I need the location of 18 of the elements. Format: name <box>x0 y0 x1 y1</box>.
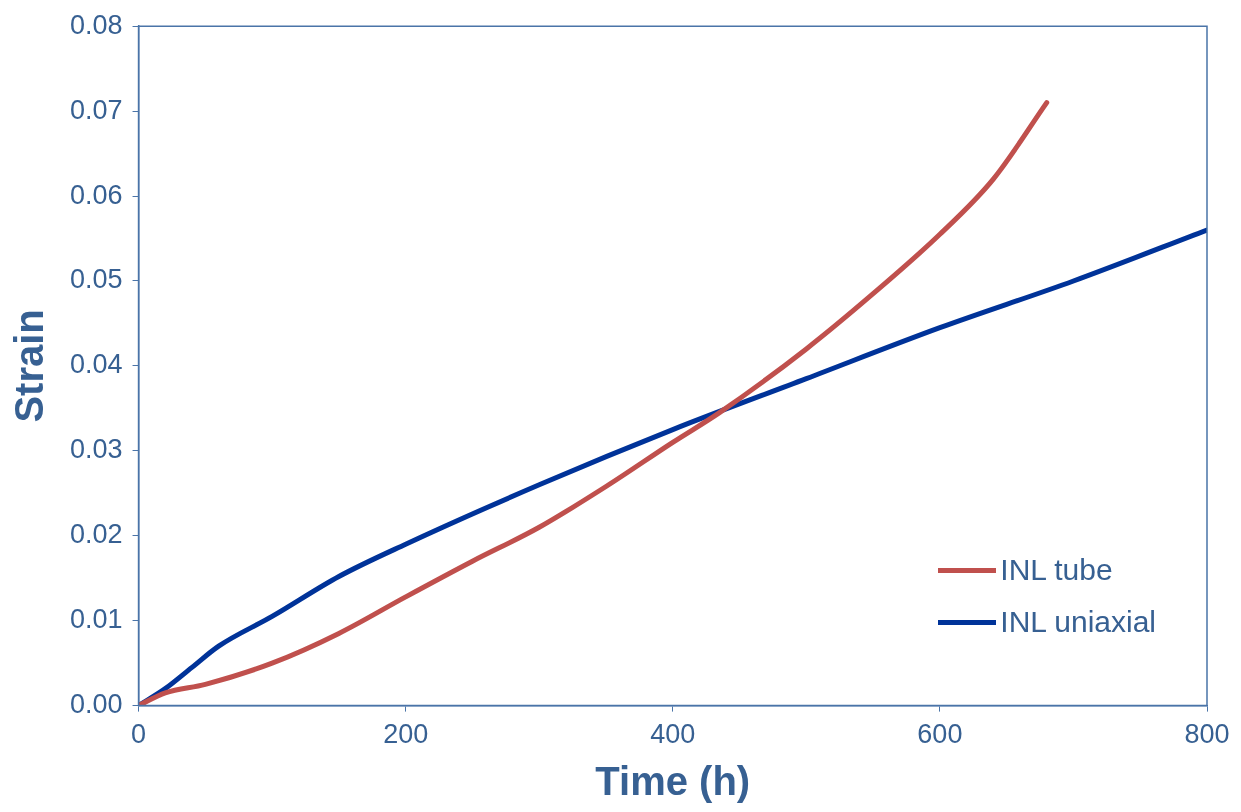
y-tick-label: 0.08 <box>69 9 123 40</box>
x-tick-label: 600 <box>917 719 963 750</box>
x-tick-label: 800 <box>1184 719 1230 750</box>
y-tick-label: 0.06 <box>69 179 123 210</box>
y-axis-title: Strain <box>7 309 52 423</box>
y-tick-label: 0.03 <box>69 434 123 465</box>
x-tick-label: 0 <box>131 719 147 750</box>
legend-label: INL tube <box>1000 553 1113 587</box>
y-tick-label: 0.04 <box>69 349 123 380</box>
x-tick-label: 400 <box>650 719 696 750</box>
y-tick-label: 0.02 <box>69 519 123 550</box>
y-tick-label: 0.07 <box>69 94 123 125</box>
x-axis-title: Time (h) <box>595 759 751 804</box>
legend-label: INL uniaxial <box>1000 605 1156 639</box>
y-tick-label: 0.01 <box>69 604 123 635</box>
y-tick-label: 0.05 <box>69 264 123 295</box>
y-tick-label: 0.00 <box>69 689 123 720</box>
x-tick-label: 200 <box>383 719 429 750</box>
